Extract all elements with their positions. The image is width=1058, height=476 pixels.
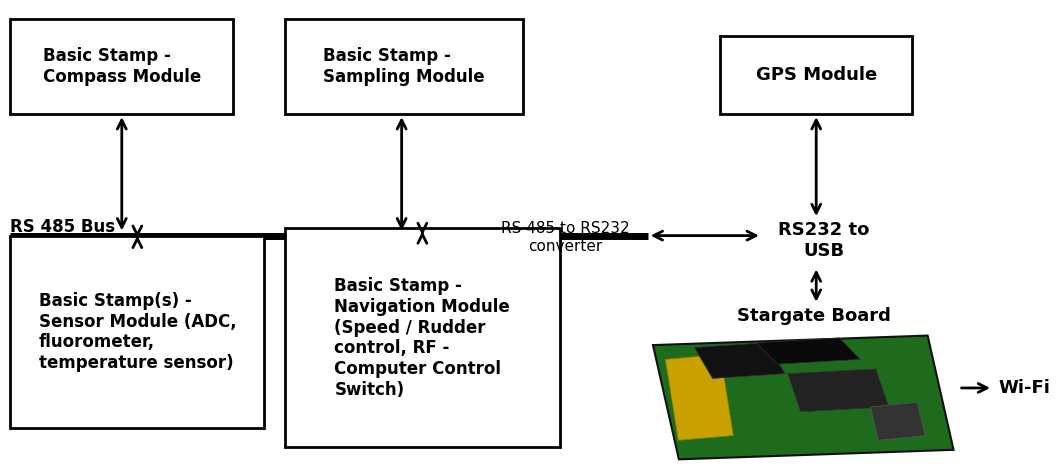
Polygon shape (871, 402, 925, 440)
Text: RS 485 to RS232
converter: RS 485 to RS232 converter (500, 221, 630, 254)
Text: RS232 to
USB: RS232 to USB (779, 221, 870, 260)
Polygon shape (653, 336, 953, 459)
Text: Wi-Fi: Wi-Fi (998, 379, 1050, 397)
Polygon shape (694, 343, 785, 378)
Bar (720, 36, 912, 114)
Text: RS 485 Bus: RS 485 Bus (11, 218, 115, 236)
Bar (285, 228, 560, 447)
Text: Basic Stamp -
Navigation Module
(Speed / Rudder
control, RF -
Computer Control
S: Basic Stamp - Navigation Module (Speed /… (334, 277, 510, 399)
Text: Stargate Board: Stargate Board (736, 307, 891, 325)
Bar (11, 236, 264, 428)
Text: Basic Stamp(s) -
Sensor Module (ADC,
fluorometer,
temperature sensor): Basic Stamp(s) - Sensor Module (ADC, flu… (38, 292, 236, 372)
Bar (11, 19, 233, 114)
Text: GPS Module: GPS Module (755, 66, 877, 84)
Polygon shape (788, 369, 889, 412)
Polygon shape (665, 355, 733, 440)
Bar (285, 19, 524, 114)
Text: Basic Stamp -
Sampling Module: Basic Stamp - Sampling Module (324, 47, 485, 86)
Polygon shape (756, 338, 860, 364)
Text: Basic Stamp -
Compass Module: Basic Stamp - Compass Module (42, 47, 201, 86)
